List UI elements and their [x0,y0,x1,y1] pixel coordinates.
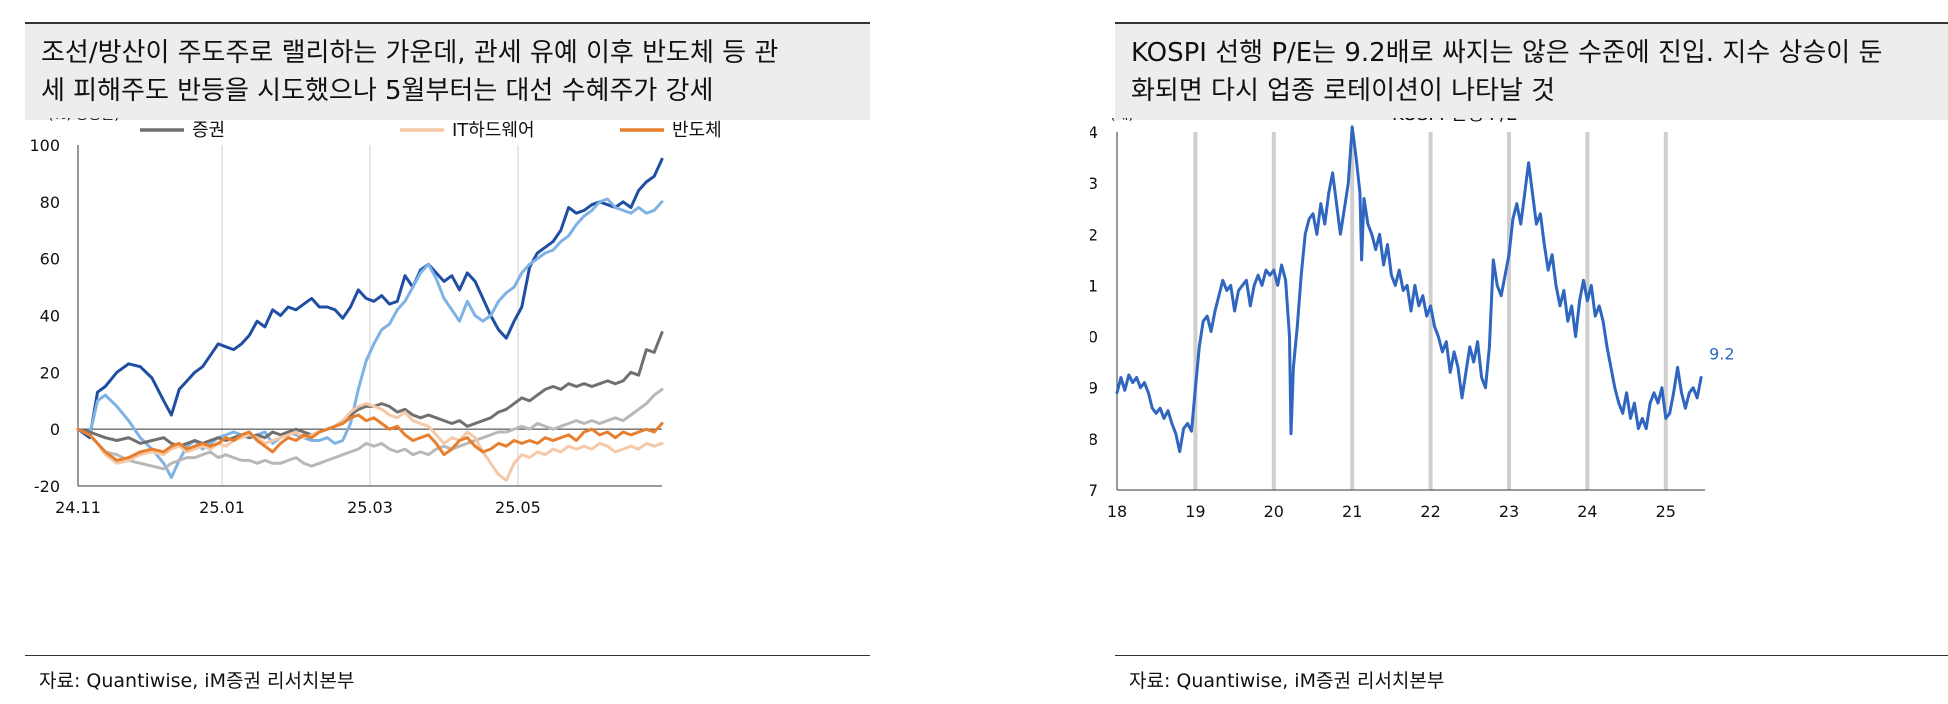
left-title-box: 조선/방산이 주도주로 랠리하는 가운데, 관세 유예 이후 반도체 등 관 세… [25,22,870,120]
right-x-tick-label: 25 [1656,502,1676,521]
left-legend-label: 기타자본재 [452,118,535,119]
left-y-tick-label: 60 [40,250,60,269]
right-legend-label: KOSPI 선행 P/E [1392,118,1517,125]
right-y-tick-label: 10 [1090,328,1098,347]
left-y-tick-label: 20 [40,363,60,382]
left-x-tick-label: 25.03 [347,498,393,517]
right-series-line-1 [1115,125,1703,454]
right-y-tick-label: 12 [1090,225,1098,244]
left-legend-label: 반도체 [672,120,722,141]
right-x-tick-label: 23 [1499,502,1519,521]
right-unit-label: (배) [1110,118,1134,123]
right-x-tick-label: 20 [1264,502,1284,521]
left-chart-panel: 조선/방산이 주도주로 랠리하는 가운데, 관세 유예 이후 반도체 등 관 세… [0,0,870,704]
left-legend-label: IT하드웨어 [452,120,535,141]
right-x-tick-label: 22 [1420,502,1440,521]
right-x-tick-label: 21 [1342,502,1362,521]
right-y-tick-label: 7 [1090,481,1098,500]
left-unit-label: (%, 상승률) [48,118,120,123]
right-x-tick-label: 19 [1185,502,1205,521]
left-legend-label: 소매(유통) [672,118,752,119]
left-source: 자료: Quantiwise, iM증권 리서치본부 [39,670,355,692]
right-source-box: 자료: Quantiwise, iM증권 리서치본부 [1115,655,1948,696]
right-chart-title: KOSPI 선행 P/E는 9.2배로 싸지는 않은 수준에 진입. 지수 상승… [1131,38,1883,106]
right-chart-panel: KOSPI 선행 P/E는 9.2배로 싸지는 않은 수준에 진입. 지수 상승… [1090,0,1948,704]
left-series-line-5 [76,402,664,482]
left-x-tick-label: 25.01 [199,498,245,517]
right-end-value-label: 9.2 [1709,344,1734,363]
right-y-tick-label: 13 [1090,174,1098,193]
right-chart: (배) 7 8 9 10 11 12 13 14 18 19 20 21 22 23 24 25 KOSPI 선행… [1090,118,1735,521]
right-y-tick-label: 14 [1090,123,1098,142]
left-series-line-6 [76,413,664,462]
left-chart-title: 조선/방산이 주도주로 랠리하는 가운데, 관세 유예 이후 반도체 등 관 세… [41,38,779,106]
right-source: 자료: Quantiwise, iM증권 리서치본부 [1129,670,1445,692]
right-title-box: KOSPI 선행 P/E는 9.2배로 싸지는 않은 수준에 진입. 지수 상승… [1115,22,1948,120]
right-y-tick-label: 11 [1090,276,1098,295]
left-y-tick-label: 80 [40,193,60,212]
left-y-tick-label: 0 [50,420,60,439]
right-x-tick-label: 24 [1577,502,1597,521]
left-legend-label: 증권 [192,120,225,141]
right-y-tick-label: 8 [1090,430,1098,449]
left-x-tick-label: 25.05 [495,498,541,517]
right-y-tick-label: 9 [1090,379,1098,398]
left-chart: (%, 상승률) -20 0 20 40 60 80 100 24.11 25.01 25.03 25… [29,118,752,517]
left-series-line-3 [76,387,664,471]
left-source-box: 자료: Quantiwise, iM증권 리서치본부 [25,655,870,696]
left-series-line-4 [76,331,664,448]
left-series-line-1 [76,157,664,440]
left-y-tick-label: -20 [34,477,60,496]
left-y-tick-label: 40 [40,307,60,326]
left-legend-label: 조선 [192,118,225,119]
right-x-tick-label: 18 [1107,502,1127,521]
left-x-tick-label: 24.11 [55,498,101,517]
left-y-tick-label: 100 [29,136,60,155]
